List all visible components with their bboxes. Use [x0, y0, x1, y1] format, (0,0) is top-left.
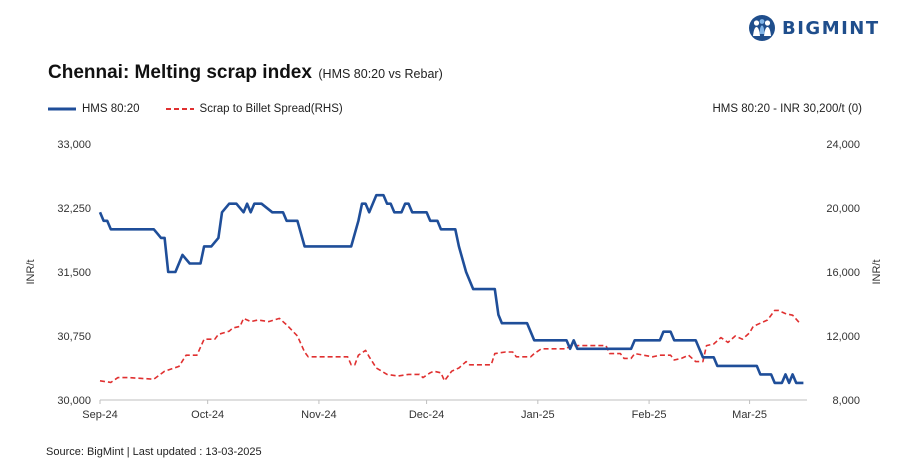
legend-item-spread: Scrap to Billet Spread(RHS): [165, 103, 343, 115]
legend-swatch-solid: [48, 107, 76, 111]
y-tick-label-left: 31,500: [57, 267, 91, 279]
legend-item-hms: HMS 80:20: [48, 103, 140, 115]
y-tick-label-right: 8,000: [832, 395, 860, 407]
y-axis-title-left: INR/t: [25, 259, 37, 284]
y-axis-title-right: INR/t: [871, 259, 883, 284]
legend-label-hms: HMS 80:20: [82, 103, 140, 115]
x-tick-label: Jan-25: [521, 409, 555, 421]
legend-label-spread: Scrap to Billet Spread(RHS): [199, 103, 343, 115]
y-tick-label-left: 30,750: [57, 331, 91, 343]
y-tick-label-left: 30,000: [57, 395, 91, 407]
y-tick-label-left: 33,000: [57, 139, 91, 151]
y-tick-label-right: 24,000: [826, 139, 860, 151]
chart-title: Chennai: Melting scrap index: [48, 62, 312, 83]
legend-swatch-dashed: [165, 108, 194, 110]
x-tick-label: Sep-24: [82, 409, 117, 421]
brand-logo: BIGMINT: [748, 14, 880, 42]
y-tick-label-right: 12,000: [826, 331, 860, 343]
x-tick-label: Oct-24: [191, 409, 224, 421]
y-tick-label-left: 32,250: [57, 203, 91, 215]
x-tick-label: Mar-25: [732, 409, 767, 421]
chart-legend: HMS 80:20 Scrap to Billet Spread(RHS): [48, 103, 369, 115]
x-tick-label: Feb-25: [632, 409, 667, 421]
y-tick-label-right: 16,000: [826, 267, 860, 279]
series-line-hms: [98, 193, 804, 385]
source-text: Source: BigMint | Last updated : 13-03-2…: [46, 446, 262, 458]
chart-subtitle: (HMS 80:20 vs Rebar): [318, 67, 443, 81]
y-tick-label-right: 20,000: [826, 203, 860, 215]
brand-name: BIGMINT: [782, 17, 880, 39]
x-tick-label: Dec-24: [409, 409, 444, 421]
price-note: HMS 80:20 - INR 30,200/t (0): [712, 103, 862, 115]
chart-title-block: Chennai: Melting scrap index (HMS 80:20 …: [48, 62, 443, 84]
series-line-spread: [99, 309, 801, 384]
x-tick-label: Nov-24: [301, 409, 336, 421]
people-logo-icon: [749, 15, 775, 41]
